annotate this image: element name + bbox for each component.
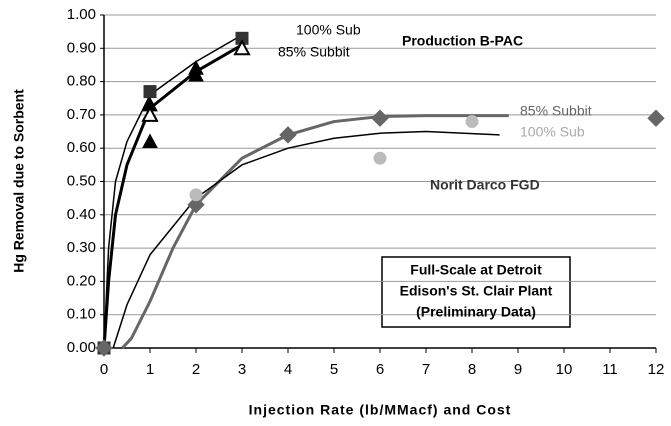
circle-marker (465, 115, 479, 129)
triangle-marker (233, 39, 251, 56)
annotation: 100% Sub (296, 22, 361, 38)
x-tick-label: 12 (648, 361, 665, 378)
diamond-marker (647, 109, 665, 127)
y-tick-label: 0.20 (67, 272, 96, 289)
note-line: Full-Scale at Detroit (410, 262, 542, 278)
triangle-marker (142, 133, 158, 149)
x-tick-label: 10 (556, 361, 573, 378)
y-axis-label: Hg Removal due to Sorbent (11, 89, 27, 273)
x-tick-label: 11 (602, 361, 618, 378)
note-line: Edison's St. Clair Plant (400, 283, 553, 299)
note-box (381, 256, 571, 328)
x-tick-label: 4 (284, 361, 292, 378)
fit-curve (112, 130, 500, 349)
x-tick-label: 7 (422, 361, 430, 378)
x-axis-label: Injection Rate (lb/MMacf) and Cost (249, 402, 512, 418)
x-tick-label: 3 (238, 361, 246, 378)
y-tick-label: 0.50 (67, 172, 96, 189)
triangle-marker (141, 105, 159, 122)
x-tick-label: 0 (100, 361, 108, 378)
y-tick-label: 0.70 (67, 106, 96, 123)
x-tick-label: 2 (192, 361, 200, 378)
circle-marker (189, 188, 203, 202)
annotation: 85% Subbit (278, 44, 350, 60)
x-tick-label: 1 (146, 361, 154, 378)
triangle-marker (188, 60, 204, 75)
x-tick-label: 6 (376, 361, 384, 378)
y-tick-label: 0.40 (67, 206, 96, 223)
square-marker (143, 85, 157, 99)
note-line: (Preliminary Data) (416, 304, 536, 320)
y-tick-label: 0.60 (67, 139, 96, 156)
diamond-marker (371, 109, 389, 127)
annotation: 100% Sub (520, 124, 585, 140)
y-tick-label: 0.00 (67, 339, 96, 356)
diamond-marker (95, 339, 113, 357)
x-tick-label: 8 (468, 361, 476, 378)
y-tick-label: 1.00 (67, 6, 96, 23)
x-tick-label: 5 (330, 361, 338, 378)
y-tick-label: 0.30 (67, 239, 96, 256)
y-tick-label: 0.80 (67, 73, 96, 90)
annotation: Norit Darco FGD (430, 177, 540, 193)
circle-marker (373, 151, 387, 165)
diamond-marker (187, 196, 205, 214)
chart-title: Production B-PAC (402, 33, 523, 49)
x-tick-label: 9 (514, 361, 522, 378)
diamond-marker (279, 126, 297, 144)
fit-curve (102, 43, 243, 349)
annotation: 85% Subbit (520, 103, 592, 119)
y-tick-label: 0.10 (67, 306, 96, 323)
fit-curve (121, 114, 509, 350)
y-tick-label: 0.90 (67, 39, 96, 56)
